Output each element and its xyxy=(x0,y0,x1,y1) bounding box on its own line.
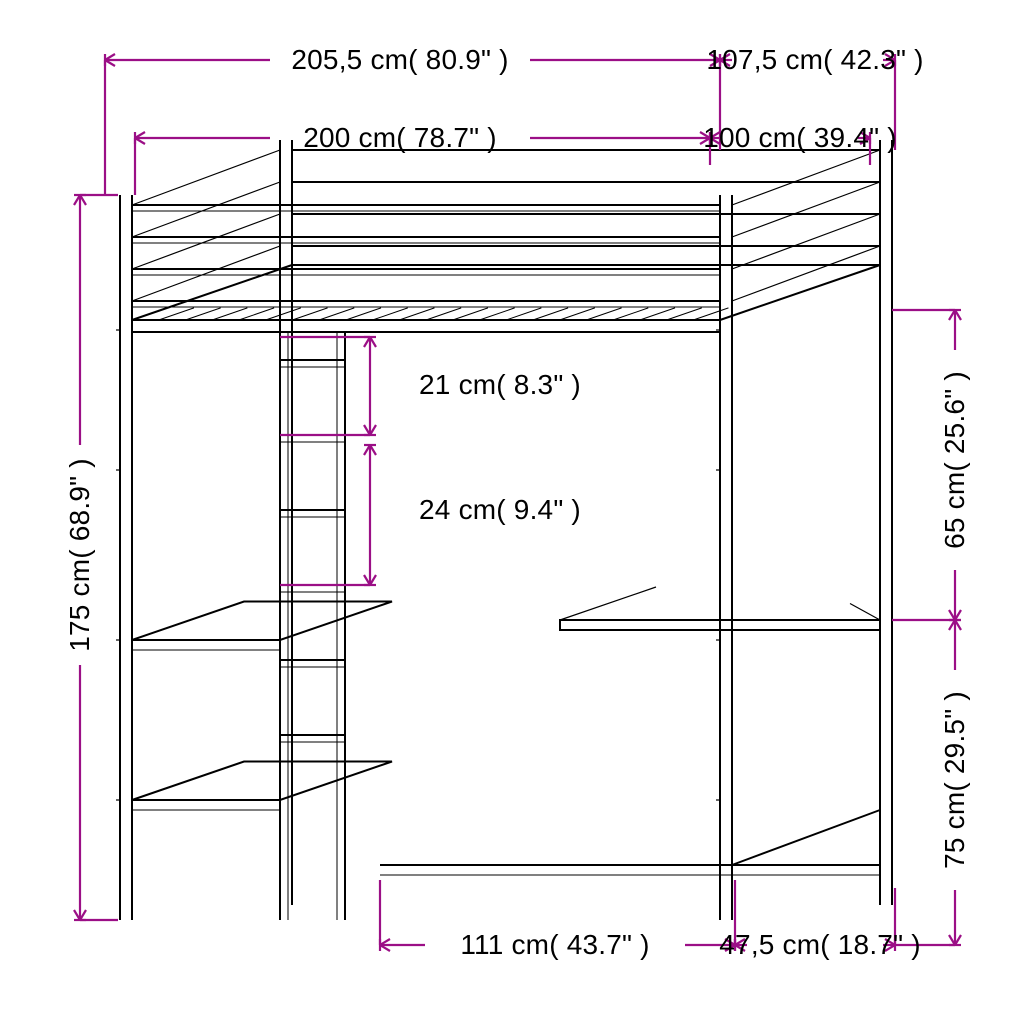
dimension-label-w_in: 200 cm( 78.7" ) xyxy=(303,122,496,154)
dimension-label-d_out: 107,5 cm( 42.3" ) xyxy=(706,44,923,76)
dimension-label-w_47: 47,5 cm( 18.7" ) xyxy=(719,929,920,961)
dimension-label-w_out: 205,5 cm( 80.9" ) xyxy=(291,44,508,76)
dimension-label-h_75: 75 cm( 29.5" ) xyxy=(939,691,971,869)
dimension-label-ladder2: 24 cm( 9.4" ) xyxy=(419,494,581,526)
dimension-label-ladder1: 21 cm( 8.3" ) xyxy=(419,369,581,401)
dimension-label-h_65: 65 cm( 25.6" ) xyxy=(939,371,971,549)
dimension-label-h_total: 175 cm( 68.9" ) xyxy=(64,458,96,651)
dimension-label-w_111: 111 cm( 43.7" ) xyxy=(460,929,649,961)
dimension-label-d_in: 100 cm( 39.4" ) xyxy=(703,122,896,154)
